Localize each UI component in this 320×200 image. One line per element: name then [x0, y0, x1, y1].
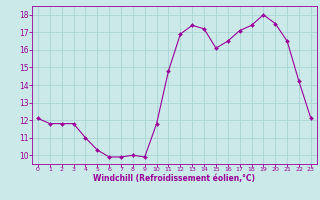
X-axis label: Windchill (Refroidissement éolien,°C): Windchill (Refroidissement éolien,°C) [93, 174, 255, 183]
